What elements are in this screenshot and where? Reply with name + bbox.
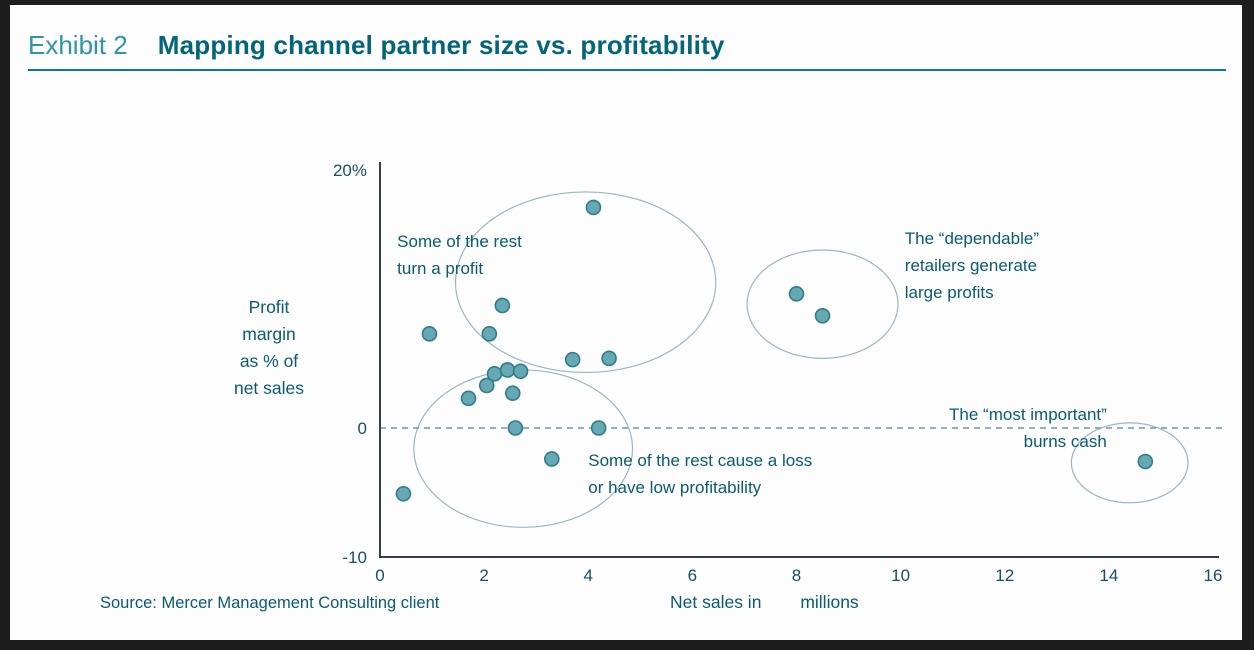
- data-point: [585, 199, 602, 216]
- page-title: Mapping channel partner size vs. profita…: [157, 30, 725, 60]
- source-note: Source: Mercer Management Consulting cli…: [100, 594, 440, 612]
- data-point: [395, 485, 412, 502]
- slide-background: [10, 5, 1242, 640]
- data-point: [544, 451, 560, 467]
- x-axis-label: Net sales in millions: [670, 592, 859, 612]
- data-point: [788, 286, 805, 302]
- x-tick-label: 0: [375, 566, 384, 585]
- x-tick-label: 14: [1099, 566, 1118, 585]
- data-point: [499, 362, 516, 378]
- x-tick-label: 16: [1204, 566, 1223, 585]
- data-point: [507, 420, 524, 436]
- y-tick-label: 0: [358, 419, 367, 438]
- data-point: [486, 366, 503, 382]
- data-point: [564, 351, 581, 368]
- y-axis-label-line: Profit: [248, 297, 290, 317]
- x-tick-label: 10: [891, 566, 910, 585]
- x-tick-label: 12: [995, 566, 1014, 585]
- x-tick-label: 6: [688, 566, 697, 585]
- title-divider: [28, 69, 1226, 71]
- x-tick-label: 8: [792, 566, 801, 585]
- data-point: [512, 363, 529, 380]
- data-point: [481, 326, 498, 342]
- header: Exhibit 2 Mapping channel partner size vs…: [28, 30, 725, 61]
- data-point: [494, 297, 511, 314]
- exhibit-label: Exhibit 2: [28, 30, 128, 60]
- annotation-most-important-burns-cash: The “most important” burns cash: [949, 404, 1107, 451]
- x-tick-label: 2: [479, 566, 488, 585]
- annotation-rest-cause-loss: Some of the rest cause a loss or have lo…: [588, 451, 813, 498]
- data-point: [1137, 453, 1154, 470]
- annotation-rest-turn-profit: Some of the rest turn a profit: [397, 232, 522, 279]
- y-axis-label-line: net sales: [233, 378, 305, 398]
- y-tick-label: -10: [342, 548, 367, 567]
- data-point: [460, 390, 477, 407]
- annotation-dependable-retailers: The “dependable” retailers generate larg…: [904, 229, 1039, 303]
- y-tick-label: 20%: [333, 161, 367, 180]
- x-tick-label: 4: [584, 566, 593, 585]
- data-point: [504, 385, 521, 401]
- data-point: [478, 377, 495, 394]
- data-point: [590, 420, 607, 436]
- cluster-ellipse-most-important: [1070, 422, 1189, 504]
- y-axis-label: Profit margin as % of net sales: [199, 294, 339, 402]
- data-point: [421, 326, 438, 342]
- data-point: [601, 350, 617, 367]
- cluster-ellipse-dependable-retailers: [746, 249, 899, 359]
- y-axis-label-line: margin: [242, 324, 296, 344]
- data-point: [814, 307, 831, 324]
- cluster-ellipse-rest-turn-profit: [454, 191, 717, 374]
- y-axis-label-line: as % of: [239, 351, 299, 371]
